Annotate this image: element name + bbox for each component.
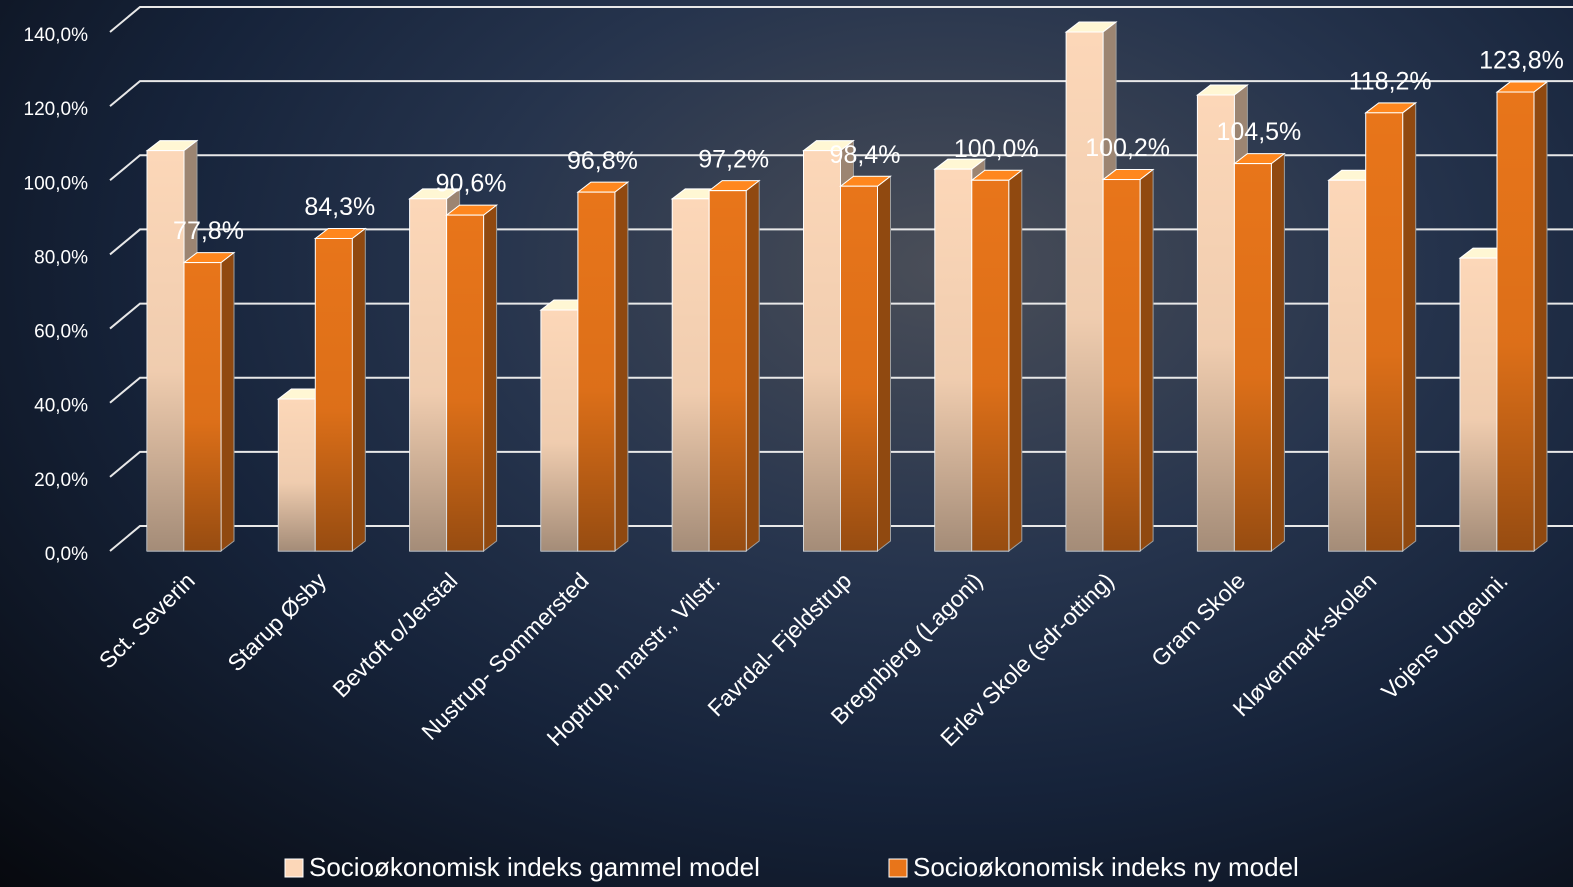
bar-side (745, 179, 760, 553)
x-tick-label: Bevtoft o/Jerstal (327, 567, 462, 702)
bar-shade (1328, 180, 1366, 552)
legend-label: Socioøkonomisk indeks ny model (913, 852, 1299, 882)
bar-side (1008, 169, 1023, 553)
bar-group (313, 227, 367, 553)
bar-side (877, 175, 891, 553)
y-tick-label: 100,0% (24, 173, 89, 194)
bar-side (614, 181, 629, 553)
y-tick-label: 140,0% (24, 25, 89, 46)
bar-shade (934, 169, 972, 551)
bar-shade (1460, 258, 1497, 551)
bar-group (707, 179, 761, 553)
bar-group (1101, 168, 1155, 553)
bar-group (1064, 20, 1118, 553)
y-tick-label: 60,0% (34, 322, 88, 343)
bar-shade (409, 198, 447, 552)
value-label: 90,6% (436, 170, 507, 198)
bar-group (1364, 101, 1418, 553)
bar-side (483, 204, 498, 553)
bar-shade (540, 310, 578, 551)
bar-shade (1197, 95, 1235, 552)
bar-group (276, 387, 330, 553)
value-label: 97,2% (698, 145, 769, 173)
bar-shade (840, 186, 878, 551)
x-tick-label: Sct. Severin (94, 567, 200, 673)
value-label: 118,2% (1349, 67, 1432, 95)
value-label: 100,2% (1085, 134, 1170, 162)
x-tick-label: Starup Øsby (222, 567, 331, 676)
bar-shade (446, 215, 484, 551)
bar-group (576, 181, 630, 553)
bar-side (1402, 101, 1417, 553)
bar-shade (1103, 179, 1141, 551)
x-tick-label: Vojens Ungeuni. (1376, 567, 1513, 704)
bar-shade (709, 190, 747, 551)
bar-shade (184, 262, 221, 551)
bar-shade (1365, 112, 1403, 552)
bar-group (1232, 152, 1286, 553)
y-tick-label: 120,0% (24, 99, 89, 120)
bar-shade (971, 180, 1009, 552)
bar-shade (278, 399, 316, 551)
x-tick-label: Favrdal- Fjeldstrup (702, 567, 856, 721)
bar-group (1495, 81, 1549, 553)
bar-group (970, 169, 1024, 553)
value-label: 84,3% (304, 193, 375, 221)
bar-shade (147, 150, 184, 551)
bar-shade (1066, 32, 1104, 551)
bar-shade (1497, 92, 1534, 551)
bar-shade (1234, 163, 1272, 551)
bar-shade (577, 192, 615, 552)
value-label: 77,8% (173, 217, 244, 245)
value-label: 123,8% (1479, 47, 1564, 75)
legend-swatch (284, 858, 304, 878)
legend-swatch (888, 858, 908, 878)
value-label: 96,8% (567, 147, 638, 175)
bar-side (351, 227, 366, 553)
bar-shade (672, 198, 710, 552)
y-tick-label: 40,0% (34, 396, 88, 417)
value-label: 100,0% (954, 135, 1039, 163)
grid-line (109, 6, 1573, 33)
bar-side (1139, 168, 1154, 553)
x-tick-label: Kløvermark-skolen (1228, 567, 1382, 721)
value-label: 104,5% (1217, 118, 1302, 146)
bar-group (839, 175, 892, 553)
bar-shade (803, 150, 841, 551)
legend-label: Socioøkonomisk indeks gammel model (309, 852, 760, 882)
bar-side (220, 251, 235, 553)
bar-group (145, 139, 199, 553)
bar-group (182, 251, 236, 553)
y-tick-label: 80,0% (34, 247, 88, 268)
bar-group (445, 204, 499, 553)
bar-shade (315, 238, 353, 551)
y-tick-label: 0,0% (45, 544, 88, 565)
x-tick-label: Gram Skole (1146, 567, 1250, 671)
bar-side (1270, 152, 1285, 553)
value-label: 98,4% (830, 141, 901, 169)
y-tick-label: 20,0% (34, 470, 88, 491)
bar-side (1533, 81, 1548, 553)
